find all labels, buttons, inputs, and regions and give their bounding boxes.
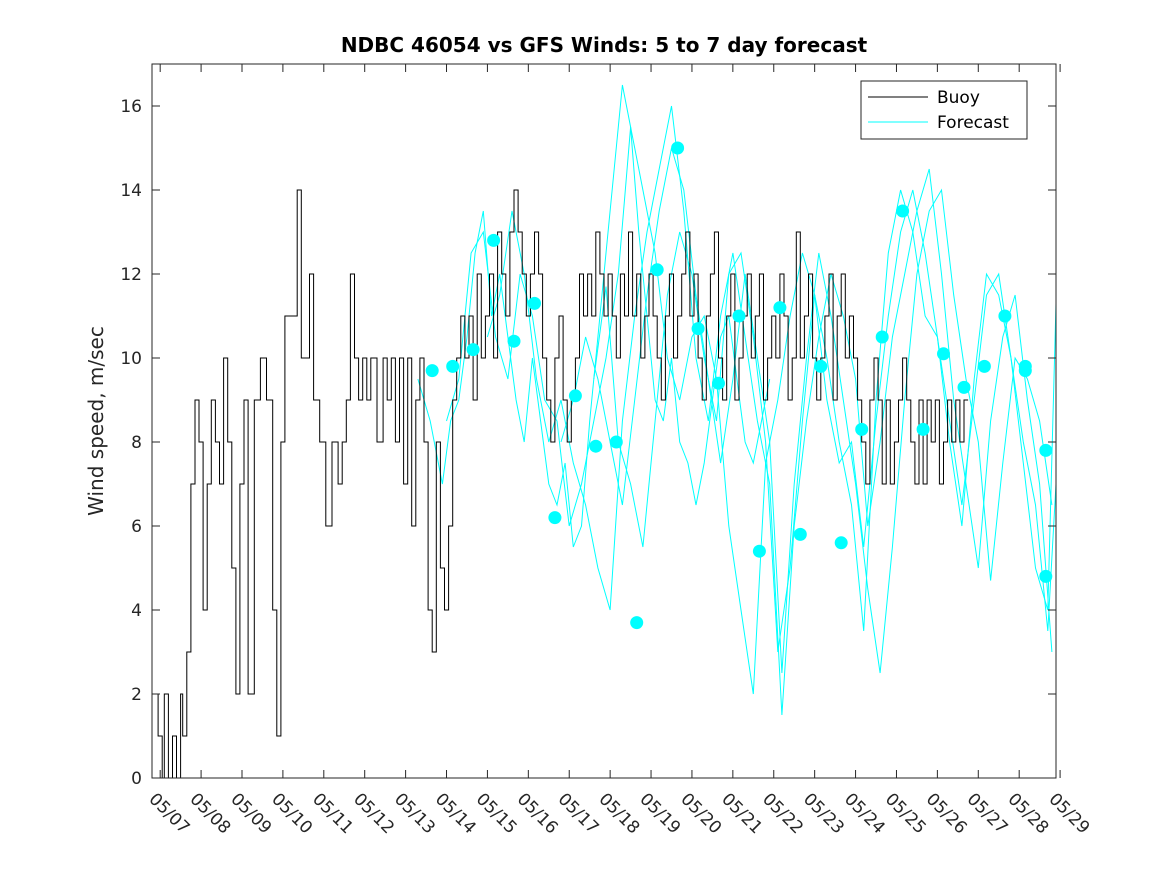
- forecast-point: [1018, 359, 1032, 373]
- y-tick-label: 2: [131, 685, 142, 705]
- forecast-point: [671, 141, 685, 155]
- legend-forecast-label: Forecast: [937, 113, 1009, 133]
- forecast-series-line-2: [446, 126, 1056, 695]
- forecast-point: [773, 301, 787, 315]
- forecast-point: [855, 422, 869, 436]
- forecast-series-line-4: [560, 147, 1053, 674]
- forecast-point: [712, 376, 725, 390]
- forecast-point: [1039, 443, 1053, 457]
- forecast-point: [834, 536, 848, 550]
- y-tick-label: 14: [120, 181, 142, 201]
- forecast-point: [752, 544, 766, 558]
- forecast-point: [507, 334, 521, 348]
- forecast-point: [425, 364, 439, 378]
- forecast-point: [589, 439, 603, 453]
- forecast-point: [793, 527, 807, 541]
- forecast-point: [528, 296, 541, 310]
- forecast-point: [977, 359, 991, 373]
- forecast-point: [691, 322, 705, 336]
- y-tick-label: 8: [131, 433, 142, 453]
- y-tick-label: 4: [131, 601, 142, 621]
- forecast-point: [814, 359, 828, 373]
- forecast-point: [630, 616, 644, 630]
- forecast-point: [732, 309, 746, 323]
- forecast-point: [650, 263, 664, 277]
- chart-title: NDBC 46054 vs GFS Winds: 5 to 7 day fore…: [341, 33, 868, 57]
- legend: Buoy Forecast: [860, 80, 1028, 140]
- forecast-series-line-3: [486, 105, 1053, 716]
- forecast-point: [487, 233, 501, 247]
- forecast-point: [568, 389, 582, 403]
- forecast-point: [998, 309, 1012, 323]
- forecast-point: [916, 422, 930, 436]
- y-tick-label: 16: [120, 97, 142, 117]
- y-tick-label: 0: [131, 769, 142, 789]
- y-tick-label: 12: [120, 265, 142, 285]
- legend-buoy-label: Buoy: [937, 88, 980, 108]
- y-tick-label: 6: [131, 517, 142, 537]
- y-tick-label: 10: [120, 349, 142, 369]
- forecast-point: [875, 330, 889, 344]
- forecast-point: [957, 380, 971, 394]
- y-axis-label: Wind speed, m/sec: [84, 326, 108, 516]
- forecast-point: [937, 347, 950, 361]
- forecast-point: [548, 511, 562, 525]
- forecast-point: [466, 343, 480, 357]
- forecast-point: [1039, 569, 1053, 583]
- forecast-point: [609, 435, 623, 449]
- plot-area-frame: [151, 63, 1057, 779]
- forecast-point: [896, 204, 910, 218]
- forecast-point: [446, 359, 460, 373]
- legend-box: [860, 80, 1028, 140]
